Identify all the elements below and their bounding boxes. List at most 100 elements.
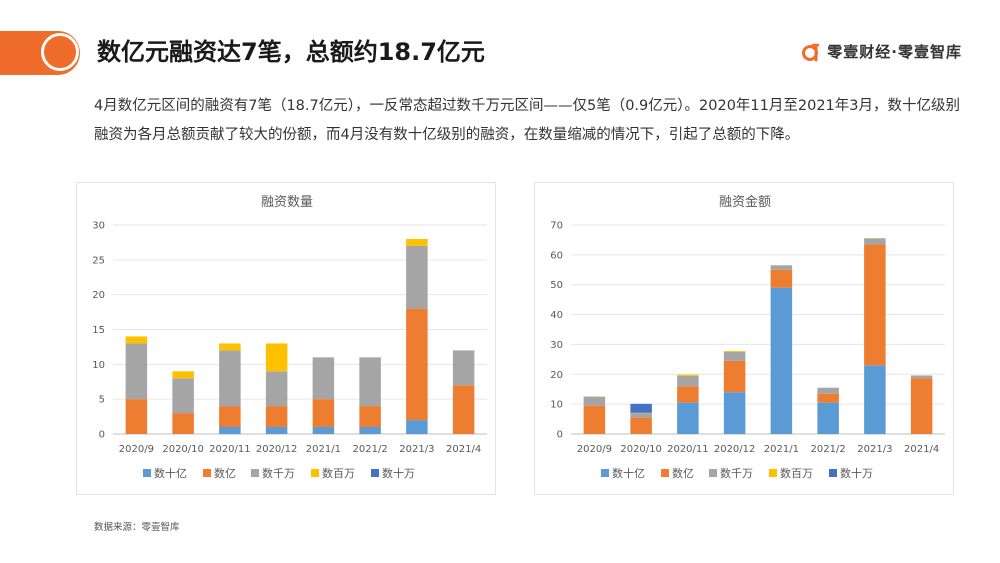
x-tick-label: 2020/12 — [714, 444, 756, 455]
bar-segment — [910, 375, 933, 379]
bar-segment — [125, 343, 148, 400]
legend-label: 数十亿 — [612, 466, 645, 480]
legend-swatch — [251, 469, 259, 477]
bar-segment — [406, 420, 428, 434]
legend-label: 数亿 — [672, 467, 694, 480]
bar-segment — [677, 402, 699, 434]
legend-label: 数百万 — [780, 467, 813, 480]
bar-segment — [910, 378, 933, 434]
header: 数亿元融资达7笔，总额约18.7亿元 零壹财经·零壹智库 — [0, 0, 1000, 80]
bar-segment — [817, 402, 839, 434]
bar-segment — [359, 427, 381, 434]
bar-segment — [312, 427, 335, 434]
legend-swatch — [709, 469, 717, 477]
bar-segment — [172, 371, 194, 379]
bar-segment — [723, 350, 746, 352]
bar-segment — [312, 357, 335, 400]
bar-segment — [406, 238, 428, 246]
x-tick-label: 2021/2 — [353, 444, 388, 455]
legend-label: 数十亿 — [154, 466, 187, 480]
y-tick-label: 70 — [550, 221, 563, 232]
legend-label: 数百万 — [322, 467, 355, 480]
chart-count: 融资数量 0 5 10 15 20 25 30 2020/9 2020/10 2020/11 2020… — [92, 195, 487, 480]
legend-swatch — [661, 469, 669, 477]
chart-title: 融资金额 — [719, 194, 771, 210]
y-tick-label: 30 — [550, 340, 563, 351]
legend-swatch — [143, 469, 151, 477]
bar-segment — [452, 385, 475, 434]
bar-segment — [817, 387, 839, 394]
description-text: 4月数亿元区间的融资有7笔（18.7亿元），一反常态超过数千万元区间——仅5笔（… — [94, 98, 960, 143]
legend-swatch — [829, 469, 837, 477]
legend-label: 数十万 — [840, 466, 873, 480]
bar-segment — [359, 406, 381, 428]
bar-segment — [452, 350, 475, 386]
x-tick-label: 2021/4 — [446, 444, 481, 455]
brand-name: 零壹财经·零壹智库 — [827, 43, 962, 61]
bar-segment — [265, 371, 288, 407]
bar-segment — [770, 269, 793, 288]
page-title: 数亿元融资达7笔，总额约18.7亿元 — [97, 38, 485, 66]
y-tick-label: 15 — [92, 325, 105, 336]
bar-segment — [770, 287, 793, 434]
bar-segment — [723, 360, 746, 393]
bar-segment — [630, 403, 652, 413]
x-tick-label: 2021/4 — [904, 444, 939, 455]
bar-segment — [864, 238, 886, 245]
y-tick-label: 0 — [557, 430, 563, 441]
y-tick-label: 5 — [99, 395, 105, 406]
legend-label: 数千万 — [262, 467, 295, 480]
legend-swatch — [311, 469, 319, 477]
chart-amount: 融资金额 0 10 20 30 40 50 60 70 2020/9 2020/10 2020/11 2… — [550, 194, 945, 480]
bar-segment — [864, 365, 886, 434]
x-tick-label: 2020/11 — [667, 444, 709, 455]
bar-segment — [172, 413, 194, 434]
bar-segment — [265, 343, 288, 372]
legend-label: 数千万 — [720, 467, 753, 480]
legend-label: 数亿 — [214, 467, 236, 480]
bar-segment — [677, 375, 699, 387]
x-tick-label: 2020/10 — [620, 444, 662, 455]
chart-panel-count: 融资数量 0 5 10 15 20 25 30 2020/9 2020/10 2020/11 2020… — [76, 182, 496, 495]
x-tick-label: 2020/10 — [162, 444, 204, 455]
bar-segment — [219, 350, 241, 407]
x-tick-label: 2021/1 — [306, 444, 341, 455]
bar-segment — [406, 308, 428, 421]
legend-swatch — [203, 469, 211, 477]
y-tick-label: 30 — [92, 221, 105, 232]
brand: 零壹财经·零壹智库 — [801, 41, 962, 62]
y-tick-label: 20 — [92, 290, 105, 301]
y-tick-label: 40 — [550, 310, 563, 321]
bar-segment — [583, 396, 606, 406]
bar-segment — [677, 374, 699, 376]
x-tick-label: 2020/12 — [256, 444, 298, 455]
x-tick-label: 2021/3 — [857, 444, 892, 455]
legend-swatch — [601, 469, 609, 477]
bar-segment — [630, 413, 652, 418]
chart-title: 融资数量 — [261, 195, 313, 210]
accent-ring-icon — [41, 33, 79, 71]
bar-segment — [265, 427, 288, 434]
bar-segment — [723, 351, 746, 361]
bar-segment — [630, 417, 652, 434]
x-tick-label: 2021/1 — [764, 444, 799, 455]
legend-swatch — [769, 469, 777, 477]
data-source: 数据来源：零壹智库 — [94, 522, 180, 533]
x-tick-label: 2020/9 — [577, 444, 612, 455]
bar-segment — [723, 392, 746, 434]
bar-segment — [125, 336, 148, 344]
legend-label: 数十万 — [382, 466, 415, 480]
lingyi-logo-icon — [802, 43, 820, 61]
x-tick-label: 2021/3 — [399, 444, 434, 455]
bar-segment — [219, 427, 241, 434]
y-tick-label: 10 — [92, 360, 105, 371]
x-tick-label: 2021/2 — [811, 444, 846, 455]
bar-segment — [406, 245, 428, 309]
y-tick-label: 0 — [99, 430, 105, 441]
bar-segment — [125, 399, 148, 434]
bar-segment — [312, 399, 335, 428]
bar-segment — [219, 343, 241, 351]
chart-panel-amount: 融资金额 0 10 20 30 40 50 60 70 2020/9 2020/10 2020/11 2… — [534, 182, 954, 495]
bar-segment — [265, 406, 288, 428]
bar-segment — [677, 386, 699, 403]
